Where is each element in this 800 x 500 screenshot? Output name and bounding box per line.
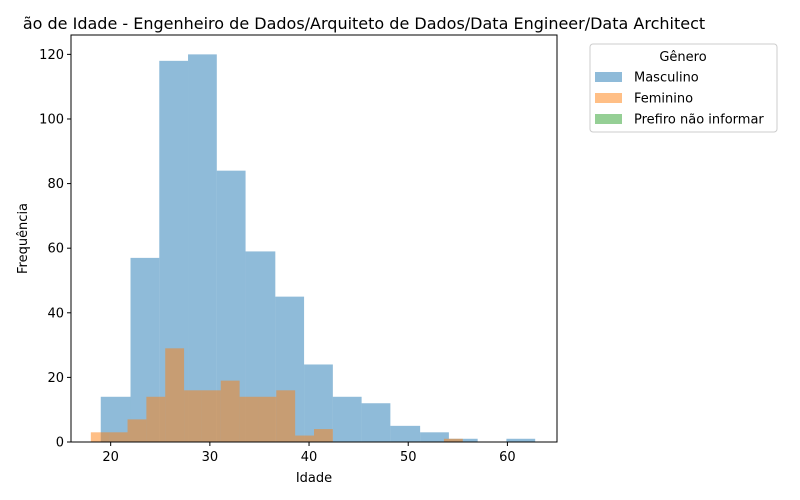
y-tick-label: 0 [56, 436, 64, 451]
legend-title: Gênero [659, 50, 706, 65]
bar-feminino-10 [276, 390, 296, 442]
bar-feminino-1 [109, 432, 128, 442]
bar-masculino-3 [188, 54, 217, 442]
x-axis-label: Idade [296, 471, 332, 486]
bars-layer [90, 54, 536, 442]
x-tick-label: 50 [400, 450, 417, 465]
legend-items: Masculino Feminino Prefiro não informar [595, 71, 764, 128]
bar-feminino-12 [314, 429, 333, 442]
bar-masculino-11 [420, 432, 449, 442]
x-tick-label: 30 [202, 450, 219, 465]
x-tick-label: 40 [301, 450, 318, 465]
bar-feminino-19 [443, 438, 463, 442]
y-tick-label: 60 [47, 242, 64, 257]
bar-feminino-4 [165, 348, 185, 442]
y-axis-label: Frequência [16, 203, 31, 274]
bar-masculino-10 [390, 425, 421, 442]
bar-masculino-8 [332, 396, 362, 442]
y-tick-label: 80 [47, 177, 64, 192]
legend-label: Prefiro não informar [634, 113, 764, 128]
legend-swatch [595, 93, 622, 103]
y-axis: 0 20 40 60 80 100 120 [39, 48, 71, 451]
bar-feminino-2 [127, 419, 147, 442]
bar-feminino-5 [184, 390, 202, 442]
y-tick-label: 120 [39, 48, 64, 63]
chart-title: ão de Idade - Engenheiro de Dados/Arquit… [23, 14, 705, 33]
x-tick-label: 60 [499, 450, 516, 465]
plot-frame [70, 34, 558, 443]
bar-feminino-11 [295, 435, 314, 442]
bar-feminino-8 [239, 396, 259, 442]
y-tick-label: 20 [47, 371, 64, 386]
bar-masculino-14 [506, 438, 536, 442]
legend-swatch [595, 114, 622, 124]
bar-feminino-7 [220, 380, 240, 442]
y-tick-label: 100 [39, 112, 64, 127]
x-axis: 20 30 40 50 60 [102, 442, 516, 465]
y-tick-label: 40 [47, 306, 64, 321]
bar-feminino-3 [146, 396, 166, 442]
legend-frame [589, 43, 778, 133]
legend-label: Feminino [634, 92, 693, 107]
legend: Gênero Masculino Feminino Prefiro não info… [589, 43, 778, 133]
bar-masculino-12 [448, 438, 478, 442]
x-tick-label: 20 [102, 450, 119, 465]
bar-feminino-9 [258, 396, 277, 442]
bar-masculino-9 [361, 403, 391, 442]
legend-label: Masculino [634, 71, 699, 86]
bar-feminino-0 [90, 432, 110, 442]
legend-swatch [595, 72, 622, 82]
bar-feminino-6 [201, 390, 221, 442]
